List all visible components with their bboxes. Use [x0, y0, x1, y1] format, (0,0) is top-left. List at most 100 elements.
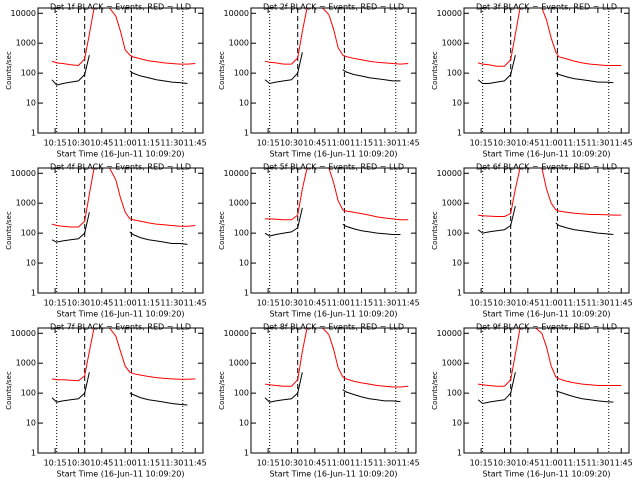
panel: 1 10 100 1000 10000 10:15 10:30 10:45 11:00 11:15… — [5, 163, 207, 319]
plot-data — [51, 8, 196, 86]
x-tick-label: 11:15 — [350, 299, 373, 308]
y-tick-label: 1 — [457, 449, 462, 458]
series-line — [264, 52, 401, 85]
x-tick-label: 10:30 — [67, 459, 90, 468]
x-axis-label: Start Time (16-Jun-11 10:09:20) — [270, 470, 398, 479]
plot-data — [477, 328, 622, 405]
y-tick-label: 1 — [31, 449, 36, 458]
x-tick-label: 10:15 — [44, 139, 67, 148]
series-line — [477, 168, 622, 217]
x-tick-label: 11:15 — [137, 299, 160, 308]
panel-title: Det 3f BLACK = Events, RED = LLD — [476, 3, 617, 12]
x-tick-label: 10:30 — [67, 139, 90, 148]
panel: 1 10 100 1000 10000 10:15 10:30 10:45 11:00 11:15… — [5, 323, 207, 479]
panel: 1 10 100 1000 10000 10:15 10:30 10:45 11:00 11:15… — [218, 163, 420, 319]
x-tick-label: 11:45 — [610, 139, 633, 148]
x-axis-label: Start Time (16-Jun-11 10:09:20) — [57, 310, 185, 319]
y-tick-label: 100 — [447, 229, 462, 238]
x-axis-label: Start Time (16-Jun-11 10:09:20) — [57, 150, 185, 159]
y-tick-label: 10000 — [437, 169, 462, 178]
y-tick-label: 1000 — [442, 359, 462, 368]
y-tick-label: 1 — [457, 289, 462, 298]
panel-title: Det 5f BLACK = Events, RED = LLD — [263, 163, 404, 172]
series-line — [51, 212, 188, 245]
y-tick-label: 1 — [31, 129, 36, 138]
x-tick-label: 11:00 — [114, 299, 137, 308]
x-tick-label: 11:15 — [350, 139, 373, 148]
plot-data — [51, 168, 196, 245]
y-tick-label: 1000 — [229, 39, 249, 48]
plot-frame — [37, 327, 204, 454]
panel-title: Det 4f BLACK = Events, RED = LLD — [50, 163, 191, 172]
x-axis-label: Start Time (16-Jun-11 10:09:20) — [270, 310, 398, 319]
x-tick-label: 10:45 — [90, 299, 113, 308]
x-tick-label: 11:30 — [373, 299, 396, 308]
x-tick-label: 10:45 — [303, 459, 326, 468]
x-tick-label: 11:45 — [397, 139, 420, 148]
x-tick-label: 10:45 — [90, 139, 113, 148]
y-tick-label: 100 — [234, 389, 249, 398]
x-tick-label: 10:15 — [470, 459, 493, 468]
y-axis-label: Counts/sec — [431, 211, 439, 250]
x-tick-label: 11:30 — [160, 139, 183, 148]
x-tick-label: 11:30 — [373, 139, 396, 148]
y-tick-label: 1 — [244, 289, 249, 298]
series-line — [477, 372, 614, 405]
panel-title: Det 8f BLACK = Events, RED = LLD — [263, 323, 404, 332]
y-axis-label: Counts/sec — [5, 211, 13, 250]
y-tick-label: 1 — [244, 449, 249, 458]
y-tick-label: 10 — [239, 99, 249, 108]
y-tick-label: 10 — [26, 419, 36, 428]
x-tick-label: 11:15 — [137, 459, 160, 468]
y-tick-label: 10 — [26, 99, 36, 108]
x-tick-label: 11:15 — [563, 139, 586, 148]
y-tick-label: 1000 — [16, 199, 36, 208]
x-tick-label: 10:30 — [493, 299, 516, 308]
x-tick-label: 11:00 — [114, 459, 137, 468]
x-tick-label: 11:45 — [184, 139, 207, 148]
y-tick-label: 100 — [447, 69, 462, 78]
plot-data — [264, 328, 409, 403]
y-tick-label: 10000 — [11, 169, 36, 178]
y-tick-label: 100 — [234, 69, 249, 78]
x-tick-label: 11:45 — [397, 459, 420, 468]
y-axis-label: Counts/sec — [431, 371, 439, 410]
x-tick-label: 10:15 — [257, 459, 280, 468]
series-line — [477, 54, 614, 85]
y-axis-label: Counts/sec — [5, 371, 13, 410]
x-axis-label: Start Time (16-Jun-11 10:09:20) — [57, 470, 185, 479]
y-tick-label: 1 — [31, 289, 36, 298]
x-tick-label: 10:15 — [257, 139, 280, 148]
x-tick-label: 11:00 — [327, 139, 350, 148]
x-axis-label: Start Time (16-Jun-11 10:09:20) — [483, 310, 611, 319]
x-tick-label: 11:30 — [373, 459, 396, 468]
panel-title: Det 9f BLACK = Events, RED = LLD — [476, 323, 617, 332]
x-tick-label: 10:15 — [44, 299, 67, 308]
panel-title: Det 7f BLACK = Events, RED = LLD — [50, 323, 191, 332]
x-tick-label: 10:45 — [303, 139, 326, 148]
y-tick-label: 1 — [457, 129, 462, 138]
x-tick-label: 10:45 — [516, 139, 539, 148]
x-tick-label: 11:00 — [540, 139, 563, 148]
plot-frame — [463, 327, 630, 454]
x-tick-label: 10:45 — [90, 459, 113, 468]
x-tick-label: 11:30 — [586, 459, 609, 468]
y-axis-label: Counts/sec — [5, 51, 13, 90]
plot-frame — [37, 167, 204, 294]
y-tick-label: 10000 — [11, 329, 36, 338]
x-tick-label: 11:00 — [540, 459, 563, 468]
x-tick-label: 11:00 — [327, 299, 350, 308]
x-tick-label: 11:15 — [350, 459, 373, 468]
x-tick-label: 10:15 — [470, 139, 493, 148]
y-tick-label: 10000 — [224, 9, 249, 18]
y-tick-label: 10 — [26, 259, 36, 268]
x-tick-label: 11:45 — [184, 459, 207, 468]
x-tick-label: 11:30 — [160, 459, 183, 468]
y-tick-label: 10 — [452, 259, 462, 268]
y-tick-label: 1000 — [442, 199, 462, 208]
x-tick-label: 11:15 — [563, 299, 586, 308]
panel: 1 10 100 1000 10000 10:15 10:30 10:45 11:00 11:15… — [431, 163, 633, 319]
series-line — [264, 8, 409, 65]
y-tick-label: 1 — [244, 129, 249, 138]
panel: 1 10 100 1000 10000 10:15 10:30 10:45 11:00 11:15… — [5, 3, 207, 159]
